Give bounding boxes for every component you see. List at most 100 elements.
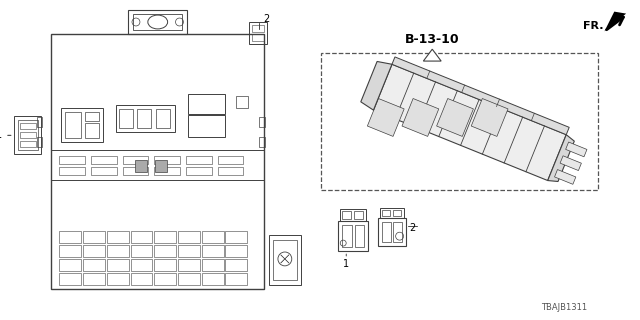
Bar (123, 156, 148, 164)
Bar (178, 273, 200, 285)
Polygon shape (436, 99, 474, 136)
Bar (51, 180, 264, 289)
Bar (60, 231, 81, 243)
Text: 1: 1 (343, 254, 349, 269)
Bar (107, 231, 129, 243)
Text: TBAJB1311: TBAJB1311 (541, 303, 587, 312)
Bar (131, 259, 152, 271)
Bar (154, 245, 176, 257)
Bar (36, 117, 42, 127)
Bar (85, 112, 99, 121)
Bar (321, 53, 598, 190)
Bar (20, 141, 36, 147)
Bar (20, 124, 36, 129)
Polygon shape (560, 156, 581, 171)
Bar (340, 210, 366, 221)
Bar (252, 34, 264, 41)
Bar (202, 231, 223, 243)
Bar (131, 245, 152, 257)
Bar (259, 137, 265, 147)
Bar (107, 273, 129, 285)
Bar (236, 96, 248, 108)
Bar (107, 259, 129, 271)
Bar (342, 225, 352, 247)
Text: 2: 2 (410, 223, 416, 233)
Polygon shape (471, 99, 508, 136)
Polygon shape (548, 135, 574, 181)
Bar (225, 273, 247, 285)
Bar (393, 211, 401, 216)
Bar (188, 116, 225, 137)
Bar (116, 105, 175, 132)
Bar (60, 156, 85, 164)
Bar (51, 34, 264, 289)
Polygon shape (604, 12, 626, 31)
Bar (225, 259, 247, 271)
Bar (154, 156, 180, 164)
Bar (339, 221, 368, 251)
Bar (131, 273, 152, 285)
Bar (83, 273, 105, 285)
Bar (60, 273, 81, 285)
Polygon shape (361, 61, 392, 110)
Bar (218, 156, 243, 164)
Bar (118, 108, 132, 128)
Bar (269, 235, 301, 285)
Bar (380, 208, 404, 218)
Polygon shape (367, 99, 404, 136)
Polygon shape (392, 57, 569, 135)
Bar (154, 167, 180, 175)
Polygon shape (554, 170, 576, 184)
Bar (186, 167, 212, 175)
Polygon shape (402, 99, 439, 136)
Bar (83, 259, 105, 271)
Bar (354, 212, 363, 219)
Bar (178, 231, 200, 243)
Bar (355, 225, 364, 247)
Bar (382, 211, 390, 216)
Bar (128, 10, 188, 34)
Bar (186, 156, 212, 164)
Bar (154, 231, 176, 243)
Bar (83, 245, 105, 257)
Bar (131, 231, 152, 243)
Bar (156, 108, 170, 128)
Bar (225, 245, 247, 257)
Bar (218, 167, 243, 175)
Bar (154, 273, 176, 285)
Text: B-13-10: B-13-10 (405, 33, 460, 46)
Bar (259, 117, 265, 127)
Bar (20, 132, 36, 138)
Bar (249, 22, 267, 44)
Bar (60, 245, 81, 257)
Polygon shape (374, 64, 566, 180)
Bar (202, 273, 223, 285)
Bar (393, 222, 401, 242)
Bar (342, 212, 351, 219)
Bar (91, 156, 116, 164)
Bar (36, 137, 42, 147)
Bar (138, 108, 151, 128)
Bar (65, 112, 81, 138)
Bar (202, 245, 223, 257)
Bar (133, 13, 182, 30)
Bar (252, 26, 264, 32)
Bar (83, 231, 105, 243)
Bar (202, 259, 223, 271)
Bar (378, 218, 406, 246)
Bar (188, 94, 225, 114)
Bar (91, 167, 116, 175)
Polygon shape (566, 142, 587, 157)
Bar (382, 222, 390, 242)
Bar (51, 150, 264, 180)
Bar (178, 259, 200, 271)
Bar (85, 124, 99, 138)
Bar (107, 245, 129, 257)
Bar (273, 240, 297, 280)
Text: 1: 1 (0, 130, 11, 140)
Bar (18, 120, 38, 150)
Bar (123, 167, 148, 175)
Text: FR.: FR. (582, 21, 603, 31)
Bar (178, 245, 200, 257)
Bar (225, 231, 247, 243)
